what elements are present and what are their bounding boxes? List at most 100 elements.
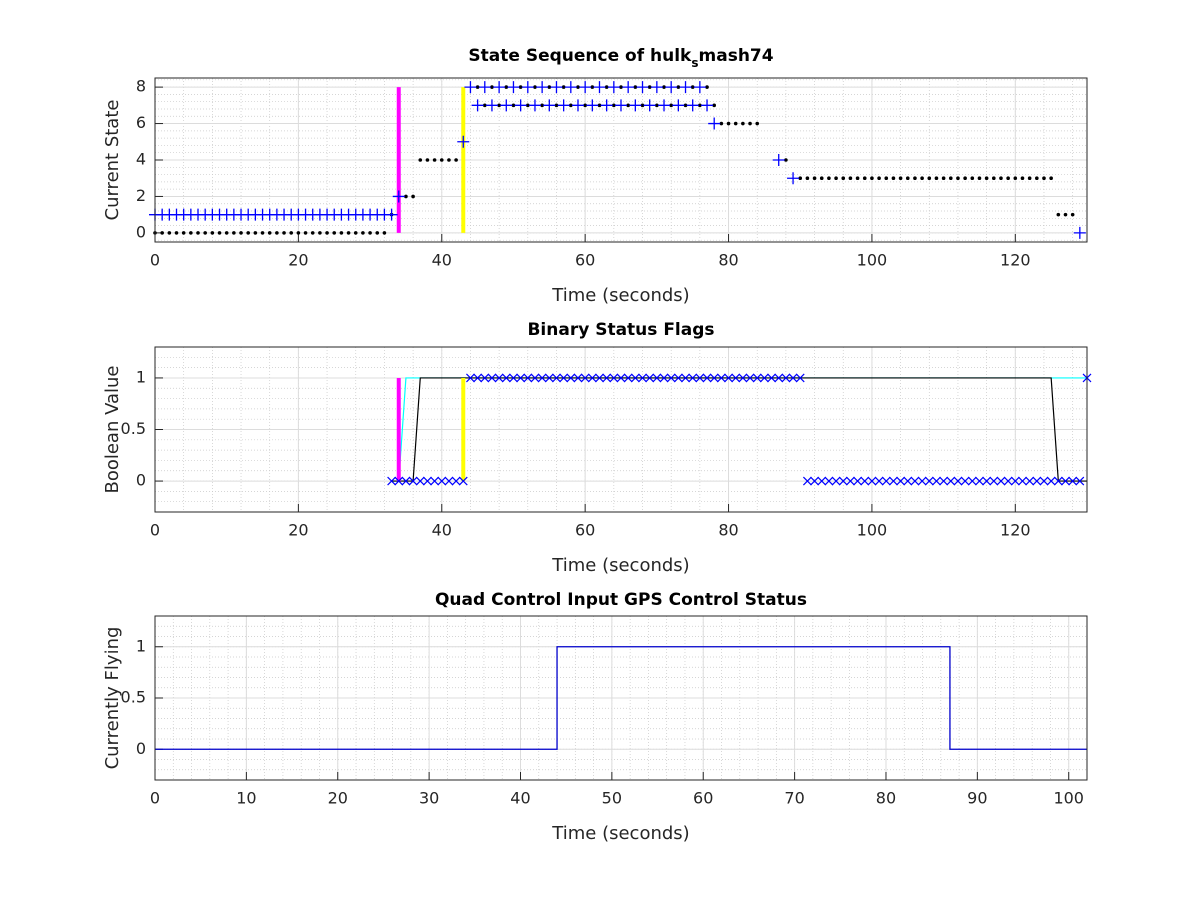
point-marker [647, 85, 652, 89]
point-marker [418, 158, 423, 162]
x-marker [573, 373, 583, 383]
x-marker [795, 373, 805, 383]
x-marker [666, 373, 676, 383]
x-marker [652, 373, 662, 383]
plus-marker [629, 99, 642, 112]
y-tick-label: 0.5 [121, 419, 146, 438]
x-tick-label: 60 [575, 251, 595, 270]
point-marker [404, 194, 408, 199]
point-marker [619, 85, 623, 89]
plus-marker [543, 99, 556, 112]
plus-marker [471, 99, 484, 112]
plus-marker [672, 99, 685, 112]
x-marker [996, 476, 1006, 486]
x-tick-label: 0 [150, 251, 160, 270]
x-tick-label: 60 [693, 789, 713, 808]
x-marker [444, 476, 454, 486]
x-marker [559, 373, 569, 383]
point-marker [626, 103, 630, 108]
plus-marker [579, 81, 592, 94]
point-marker [891, 176, 896, 181]
x-marker [845, 476, 855, 486]
point-marker [210, 231, 215, 235]
x-marker [867, 476, 877, 486]
point-marker [798, 176, 803, 181]
x-marker [838, 476, 848, 486]
x-tick-label: 40 [432, 521, 452, 540]
plus-marker [478, 81, 491, 94]
x-marker [767, 373, 776, 383]
x-tick-label: 80 [876, 789, 896, 808]
y-tick-label: 0 [136, 471, 146, 490]
point-marker [267, 231, 272, 235]
point-marker [927, 176, 932, 181]
x-marker [523, 373, 533, 383]
point-marker [1020, 176, 1025, 181]
y-tick-label: 2 [136, 186, 146, 205]
x-marker [860, 476, 870, 486]
point-marker [683, 103, 688, 108]
point-marker [375, 231, 380, 235]
y-tick-label: 0 [136, 739, 146, 758]
point-marker [999, 176, 1003, 181]
plus-marker [536, 81, 549, 94]
plus-marker [708, 117, 721, 130]
x-marker [487, 373, 497, 383]
plus-marker [385, 208, 398, 221]
point-marker [941, 176, 946, 181]
axes-box [154, 615, 1088, 781]
x-marker [552, 373, 561, 383]
x-marker [530, 373, 540, 383]
x-marker [759, 373, 769, 383]
point-marker [275, 231, 279, 235]
x-marker [1032, 476, 1042, 486]
x-marker [774, 373, 784, 383]
plus-marker [693, 81, 706, 94]
x-marker [896, 476, 906, 486]
x-marker [724, 373, 733, 383]
point-marker [203, 231, 207, 235]
x-marker [681, 373, 690, 383]
point-marker [970, 176, 975, 181]
plus-marker [493, 81, 506, 94]
point-marker [504, 85, 509, 89]
x-marker [1068, 476, 1078, 486]
point-marker [913, 176, 917, 181]
point-marker [948, 176, 953, 181]
x-marker [716, 373, 726, 383]
point-marker [877, 176, 881, 181]
x-tick-label: 100 [857, 521, 888, 540]
series-line [155, 646, 1087, 750]
x-marker [415, 476, 425, 486]
y-tick-label: 0 [136, 222, 146, 241]
chart-title: State Sequence of hulksmash74 [468, 46, 773, 70]
plus-marker [521, 81, 534, 94]
plus-marker [600, 99, 613, 112]
point-marker [662, 85, 666, 89]
point-marker [805, 176, 810, 181]
x-tick-label: 20 [288, 521, 308, 540]
x-marker [967, 476, 977, 486]
point-marker [174, 231, 179, 235]
x-marker [1018, 476, 1027, 486]
plus-marker [665, 81, 678, 94]
x-tick-label: 120 [1000, 251, 1031, 270]
point-marker [289, 231, 294, 235]
point-marker [540, 103, 544, 108]
point-marker [841, 176, 846, 181]
x-marker [881, 476, 891, 486]
point-marker [1006, 176, 1010, 181]
plus-marker [528, 99, 541, 112]
plus-marker [485, 99, 498, 112]
x-tick-label: 0 [150, 789, 160, 808]
chart-title: Binary Status Flags [527, 320, 714, 340]
plus-marker [1073, 226, 1086, 239]
point-marker [583, 103, 587, 108]
x-marker [645, 373, 655, 383]
title-part: State Sequence of hulk [468, 46, 692, 66]
x-marker [544, 373, 554, 383]
plus-marker [622, 81, 635, 94]
point-marker [232, 231, 236, 235]
point-marker [733, 121, 738, 126]
